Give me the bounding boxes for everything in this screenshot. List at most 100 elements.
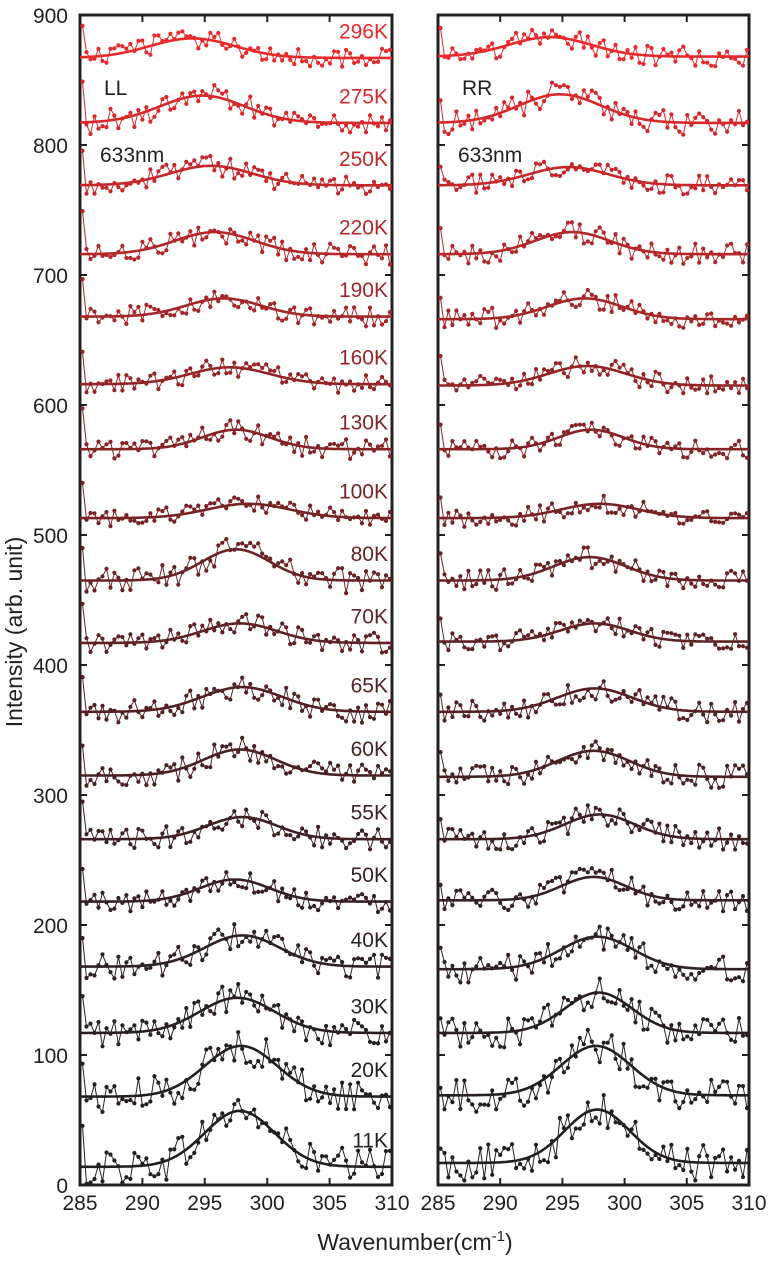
data-point [359,1160,365,1165]
data-point [458,1173,463,1178]
data-point [216,543,221,548]
data-point [526,904,531,909]
data-point [248,230,253,235]
data-point [356,768,361,773]
data-point [348,647,353,652]
data-point [244,1060,249,1065]
data-point [541,159,547,164]
data-point [236,239,241,244]
data-point [490,117,495,122]
data-point [486,634,491,640]
data-point [304,582,309,587]
data-point [736,108,742,114]
data-point [685,376,690,381]
data-point [328,241,333,246]
temperature-label: 20K [351,1059,388,1082]
data-point [168,954,173,959]
data-point [545,626,551,631]
data-point [693,314,698,319]
data-point [637,1085,642,1090]
data-point [693,1023,698,1028]
data-point [300,826,305,831]
data-point [717,51,722,56]
data-point [438,616,443,621]
data-point [152,959,157,964]
data-point [522,32,527,37]
data-point [629,256,634,261]
data-point [108,907,113,913]
series-55K [438,803,750,852]
data-point [545,560,551,566]
data-point [84,589,89,594]
data-point [132,441,137,446]
data-point [84,246,89,252]
data-point [104,1150,109,1155]
data-point [613,569,618,574]
data-point [363,960,369,966]
x-tick-label: 310 [374,1192,409,1215]
data-point [359,892,365,897]
data-point [367,715,373,720]
data-point [180,1134,185,1139]
data-point [478,714,483,720]
data-point [744,841,750,846]
data-point [689,778,694,783]
data-point [359,317,365,322]
data-point [336,517,341,523]
data-point [454,109,459,114]
data-point [292,837,297,842]
data-point [533,313,539,318]
data-point [212,1112,217,1117]
data-point [328,319,333,324]
data-point [359,452,365,457]
data-point [629,299,634,304]
data-point [348,244,353,249]
data-point [240,54,245,59]
data-point [296,1159,301,1164]
data-point [693,830,698,835]
data-point [344,846,349,851]
data-point [276,899,281,904]
data-point [379,839,385,844]
data-point [160,973,165,978]
data-point [164,1177,169,1182]
data-point [383,649,389,655]
data-point [244,989,249,995]
data-point [312,843,317,848]
data-point [725,379,730,385]
data-point [673,59,678,64]
data-point [729,511,734,516]
data-point [92,1176,97,1182]
data-point [328,61,333,66]
data-point [561,815,567,820]
data-point [486,260,491,265]
data-point [363,634,369,639]
data-point [677,1106,682,1111]
data-point [332,767,337,772]
data-point [442,959,447,965]
data-point [220,630,225,635]
data-point [498,1044,503,1049]
data-point [92,702,97,708]
data-point [200,89,205,94]
data-point [272,766,277,771]
data-point [613,1001,618,1006]
data-point [92,973,97,978]
data-point [284,563,289,568]
data-point [292,1029,297,1034]
data-point [581,1008,586,1013]
data-point [518,383,523,388]
data-point [196,999,201,1004]
temperature-label: 60K [351,738,388,761]
data-point [621,933,626,938]
data-point [108,378,113,383]
data-point [597,924,602,929]
data-point [144,518,149,524]
data-point [284,257,289,263]
data-point [228,988,233,993]
data-point [100,829,105,834]
data-point [116,185,121,190]
data-point [348,1082,353,1087]
data-point [593,629,598,634]
data-point [124,440,129,446]
